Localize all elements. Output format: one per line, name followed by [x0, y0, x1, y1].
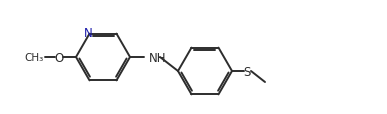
- Text: O: O: [55, 51, 63, 64]
- Text: S: S: [243, 65, 251, 78]
- Text: NH: NH: [149, 51, 166, 64]
- Text: N: N: [84, 27, 93, 40]
- Text: CH₃: CH₃: [25, 53, 44, 62]
